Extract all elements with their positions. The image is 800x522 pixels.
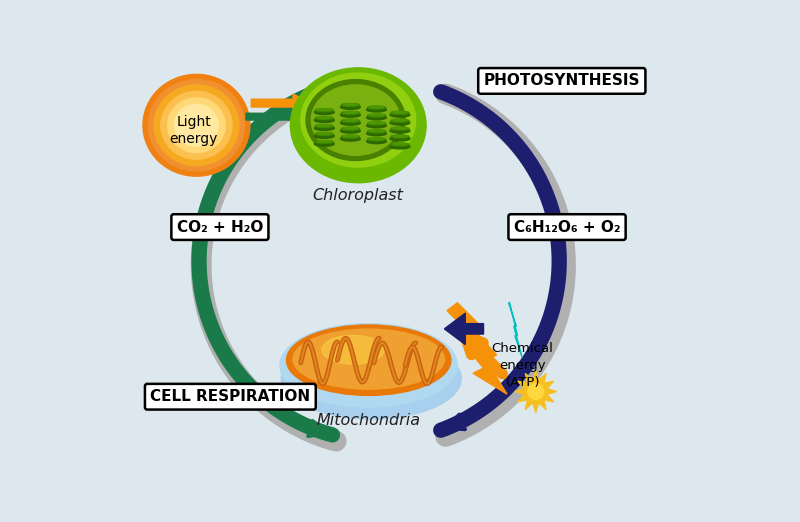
Text: Mitochondria: Mitochondria xyxy=(317,413,421,428)
Ellipse shape xyxy=(342,120,359,122)
Ellipse shape xyxy=(149,79,244,171)
Polygon shape xyxy=(447,303,507,394)
Text: CELL RESPIRATION: CELL RESPIRATION xyxy=(150,389,310,404)
Ellipse shape xyxy=(174,104,218,146)
Ellipse shape xyxy=(314,110,334,114)
Ellipse shape xyxy=(366,131,386,136)
Ellipse shape xyxy=(390,128,410,133)
Ellipse shape xyxy=(343,104,358,105)
Ellipse shape xyxy=(343,127,358,129)
Ellipse shape xyxy=(390,136,410,141)
Polygon shape xyxy=(444,313,483,345)
Ellipse shape xyxy=(168,98,225,152)
Ellipse shape xyxy=(286,325,451,396)
Ellipse shape xyxy=(315,116,334,120)
Ellipse shape xyxy=(367,106,386,109)
Ellipse shape xyxy=(154,85,239,166)
Ellipse shape xyxy=(318,133,331,134)
Polygon shape xyxy=(515,371,557,412)
Ellipse shape xyxy=(282,338,462,419)
Ellipse shape xyxy=(318,125,331,126)
Ellipse shape xyxy=(315,133,334,135)
Ellipse shape xyxy=(318,109,331,111)
Ellipse shape xyxy=(393,135,407,137)
Ellipse shape xyxy=(367,122,386,125)
Ellipse shape xyxy=(370,130,383,132)
Ellipse shape xyxy=(280,324,458,407)
Ellipse shape xyxy=(390,144,410,149)
Ellipse shape xyxy=(161,91,232,159)
Ellipse shape xyxy=(342,127,359,130)
Ellipse shape xyxy=(315,140,334,144)
Ellipse shape xyxy=(290,68,426,183)
Ellipse shape xyxy=(318,117,331,118)
Ellipse shape xyxy=(343,112,358,113)
Ellipse shape xyxy=(341,105,360,109)
Ellipse shape xyxy=(343,135,358,137)
Ellipse shape xyxy=(370,138,383,140)
Ellipse shape xyxy=(370,122,383,124)
Ellipse shape xyxy=(341,121,360,125)
Ellipse shape xyxy=(393,112,407,113)
Ellipse shape xyxy=(391,111,409,114)
Ellipse shape xyxy=(314,134,334,138)
Ellipse shape xyxy=(342,135,359,138)
Ellipse shape xyxy=(390,113,410,117)
Text: PHOTOSYNTHESIS: PHOTOSYNTHESIS xyxy=(483,74,640,88)
Text: Chloroplast: Chloroplast xyxy=(313,188,404,203)
Ellipse shape xyxy=(301,73,416,167)
Text: Light
energy: Light energy xyxy=(170,115,218,146)
Ellipse shape xyxy=(370,114,383,116)
Ellipse shape xyxy=(367,130,386,133)
Ellipse shape xyxy=(393,127,407,129)
Ellipse shape xyxy=(391,127,409,130)
Ellipse shape xyxy=(315,125,334,127)
Ellipse shape xyxy=(341,136,360,141)
Ellipse shape xyxy=(391,135,409,138)
Ellipse shape xyxy=(342,103,359,106)
Ellipse shape xyxy=(370,106,383,108)
Ellipse shape xyxy=(318,140,331,143)
Text: C₆H₁₂O₆ + O₂: C₆H₁₂O₆ + O₂ xyxy=(514,220,620,234)
Ellipse shape xyxy=(341,113,360,117)
Ellipse shape xyxy=(367,114,386,117)
Ellipse shape xyxy=(393,120,407,121)
Ellipse shape xyxy=(143,75,250,176)
Ellipse shape xyxy=(342,111,359,114)
Ellipse shape xyxy=(315,109,334,112)
Ellipse shape xyxy=(314,118,334,123)
Ellipse shape xyxy=(393,143,407,145)
Ellipse shape xyxy=(341,128,360,133)
Text: CO₂ + H₂O: CO₂ + H₂O xyxy=(177,220,263,234)
Ellipse shape xyxy=(366,139,386,144)
Ellipse shape xyxy=(391,119,409,122)
Ellipse shape xyxy=(390,121,410,125)
Polygon shape xyxy=(509,303,522,358)
Ellipse shape xyxy=(343,120,358,121)
Ellipse shape xyxy=(311,85,400,156)
Ellipse shape xyxy=(314,141,334,146)
Ellipse shape xyxy=(367,138,386,141)
Ellipse shape xyxy=(366,108,386,112)
Polygon shape xyxy=(246,109,312,124)
Text: Chemical
energy
(ATP): Chemical energy (ATP) xyxy=(492,342,554,389)
Polygon shape xyxy=(251,94,311,112)
Ellipse shape xyxy=(528,384,543,399)
Ellipse shape xyxy=(366,115,386,120)
Ellipse shape xyxy=(366,123,386,128)
Ellipse shape xyxy=(391,143,409,146)
Ellipse shape xyxy=(306,80,406,161)
Ellipse shape xyxy=(322,336,384,364)
Ellipse shape xyxy=(314,126,334,130)
Ellipse shape xyxy=(293,329,444,389)
